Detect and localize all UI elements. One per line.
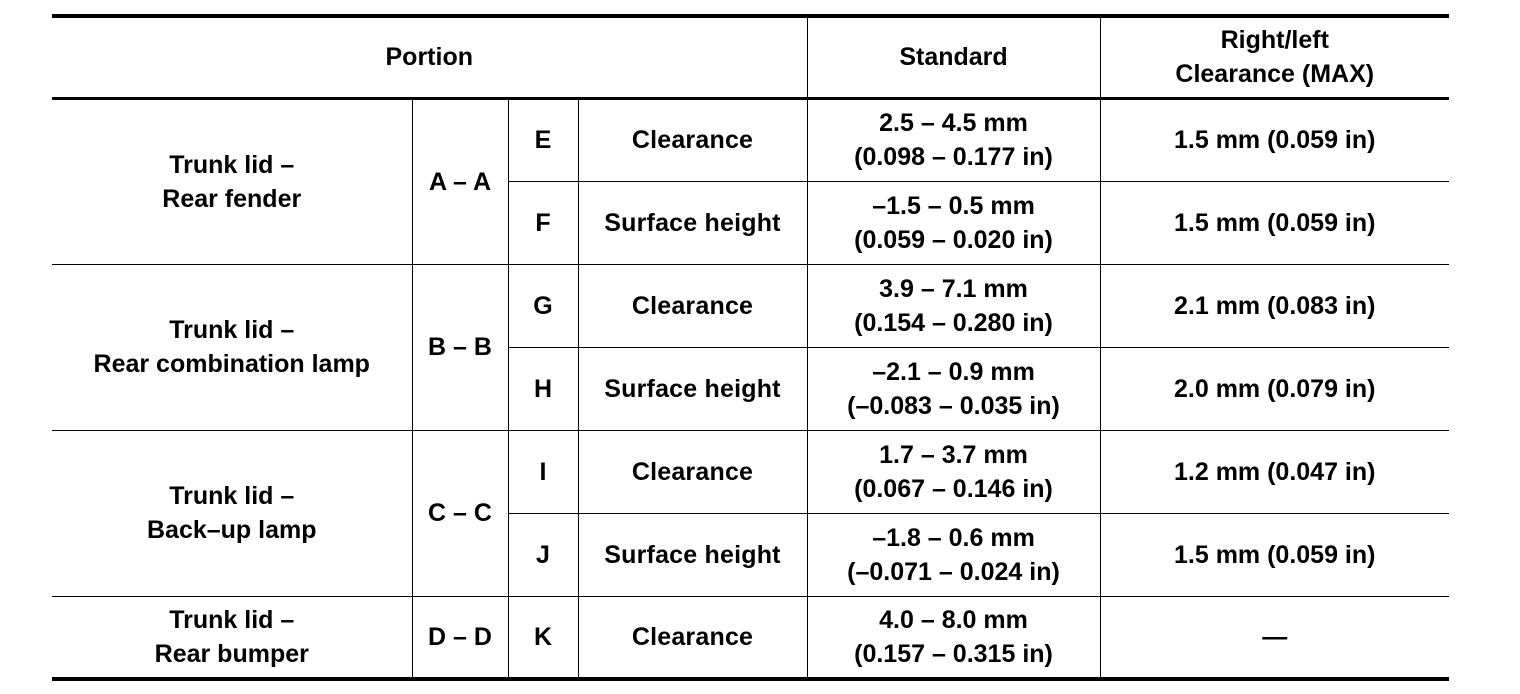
header-max: Right/left Clearance (MAX) bbox=[1099, 14, 1449, 100]
clearance-spec-table: Portion Standard Right/left Clearance (M… bbox=[52, 14, 1449, 681]
standard-cell: –1.5 – 0.5 mm (0.059 – 0.020 in) bbox=[806, 180, 1101, 265]
section-cell: C – C bbox=[411, 429, 509, 597]
standard-in: (0.157 – 0.315 in) bbox=[854, 639, 1053, 668]
section-cell: D – D bbox=[411, 595, 509, 681]
max-cell: 1.5 mm (0.059 in) bbox=[1099, 97, 1449, 182]
portion-cell: Trunk lid – Rear fender bbox=[52, 97, 413, 265]
standard-cell: –2.1 – 0.9 mm (–0.083 – 0.035 in) bbox=[806, 346, 1101, 431]
header-portion: Portion bbox=[52, 14, 808, 100]
standard-in: (0.067 – 0.146 in) bbox=[854, 474, 1053, 503]
max-cell: — bbox=[1099, 595, 1449, 681]
letter-cell: H bbox=[508, 346, 579, 431]
standard-in: (0.098 – 0.177 in) bbox=[854, 143, 1053, 171]
table-row: Trunk lid – Back–up lamp C – C I Clearan… bbox=[52, 429, 1449, 597]
standard-mm: 1.7 – 3.7 mm bbox=[879, 440, 1028, 469]
standard-mm: –2.1 – 0.9 mm bbox=[872, 357, 1035, 386]
max-cell: 2.0 mm (0.079 in) bbox=[1099, 346, 1449, 431]
standard-cell: 1.7 – 3.7 mm (0.067 – 0.146 in) bbox=[806, 429, 1101, 514]
portion-line2: Back–up lamp bbox=[146, 516, 317, 544]
portion-line2: Rear bumper bbox=[154, 639, 309, 668]
table-row: Trunk lid – Rear bumper D – D K Clearanc… bbox=[52, 595, 1449, 681]
portion-line2: Rear fender bbox=[162, 184, 302, 213]
letter-cell: K bbox=[507, 595, 579, 681]
table-row: Trunk lid – Rear combination lamp B – B … bbox=[52, 263, 1449, 431]
standard-cell: 4.0 – 8.0 mm (0.157 – 0.315 in) bbox=[806, 595, 1101, 681]
max-cell: 1.2 mm (0.047 in) bbox=[1099, 429, 1449, 514]
max-cell: 2.1 mm (0.083 in) bbox=[1099, 263, 1449, 348]
item-cell: Clearance bbox=[577, 263, 808, 348]
item-cell: Clearance bbox=[577, 97, 808, 182]
table-row: Trunk lid – Rear fender A – A E Clearanc… bbox=[52, 97, 1449, 265]
portion-line2: Rear combination lamp bbox=[93, 350, 370, 378]
portion-line1: Trunk lid – bbox=[169, 605, 295, 634]
max-cell: 1.5 mm (0.059 in) bbox=[1099, 512, 1449, 597]
standard-mm: –1.5 – 0.5 mm bbox=[872, 191, 1035, 220]
letter-cell: F bbox=[508, 180, 579, 265]
standard-in: (–0.071 – 0.024 in) bbox=[847, 557, 1060, 586]
table-row: H Surface height –2.1 – 0.9 mm (–0.083 –… bbox=[52, 346, 1449, 431]
letter-cell: J bbox=[508, 512, 579, 597]
max-cell: 1.5 mm (0.059 in) bbox=[1099, 180, 1449, 265]
header-max-line1: Right/left bbox=[1220, 26, 1329, 55]
item-cell: Surface height bbox=[577, 512, 808, 597]
section-cell: B – B bbox=[411, 263, 509, 431]
section-cell: A – A bbox=[411, 97, 509, 265]
standard-cell: –1.8 – 0.6 mm (–0.071 – 0.024 in) bbox=[806, 512, 1101, 597]
portion-cell: Trunk lid – Back–up lamp bbox=[52, 429, 413, 597]
standard-mm: 2.5 – 4.5 mm bbox=[879, 109, 1028, 137]
header-max-line2: Clearance (MAX) bbox=[1175, 60, 1375, 89]
standard-in: (0.059 – 0.020 in) bbox=[854, 225, 1053, 254]
portion-cell: Trunk lid – Rear combination lamp bbox=[52, 263, 413, 431]
portion-line1: Trunk lid – bbox=[169, 316, 295, 344]
standard-in: (0.154 – 0.280 in) bbox=[854, 308, 1053, 337]
standard-cell: 3.9 – 7.1 mm (0.154 – 0.280 in) bbox=[806, 263, 1101, 348]
letter-cell: E bbox=[507, 97, 579, 182]
letter-cell: I bbox=[507, 429, 579, 514]
standard-mm: 3.9 – 7.1 mm bbox=[879, 274, 1028, 303]
portion-line1: Trunk lid – bbox=[169, 482, 295, 510]
letter-cell: G bbox=[507, 263, 579, 348]
standard-mm: 4.0 – 8.0 mm bbox=[879, 605, 1028, 634]
item-cell: Clearance bbox=[577, 429, 808, 514]
standard-in: (–0.083 – 0.035 in) bbox=[847, 391, 1060, 420]
item-cell: Clearance bbox=[577, 595, 808, 681]
portion-line1: Trunk lid – bbox=[169, 150, 295, 179]
portion-cell: Trunk lid – Rear bumper bbox=[52, 595, 413, 681]
header-row: Portion Standard Right/left Clearance (M… bbox=[52, 14, 1449, 100]
header-standard: Standard bbox=[806, 14, 1101, 100]
item-cell: Surface height bbox=[577, 180, 808, 265]
item-cell: Surface height bbox=[577, 346, 808, 431]
standard-mm: –1.8 – 0.6 mm bbox=[872, 523, 1035, 552]
standard-cell: 2.5 – 4.5 mm (0.098 – 0.177 in) bbox=[806, 97, 1101, 182]
